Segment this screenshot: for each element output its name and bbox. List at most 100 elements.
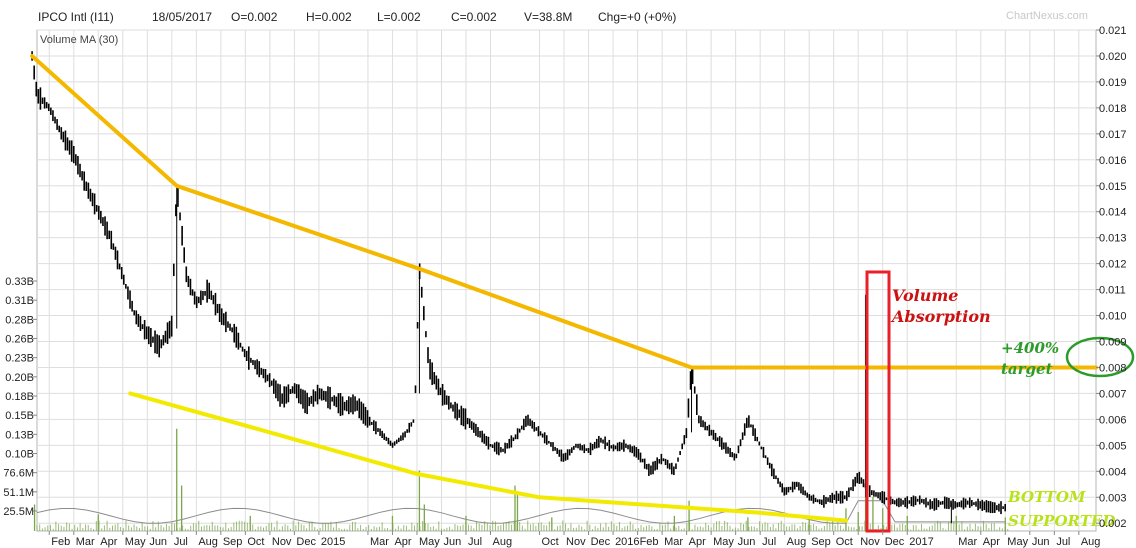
price-tick-label: 0.015: [1099, 181, 1127, 193]
volume-absorption-box: [865, 270, 891, 533]
time-tick-label: Apr: [100, 536, 117, 548]
bottom-supported-label: BOTTOM: [1007, 488, 1086, 506]
time-tick-label: Sep: [811, 536, 831, 548]
price-tick-label: 0.013: [1099, 233, 1127, 245]
time-axis: Feb Mar Apr May Jun Jul Aug Sep Oct Nov Dec 2015 Mar…: [48, 531, 1101, 548]
time-tick-label: Mar: [76, 536, 95, 548]
price-tick-label: 0.016: [1099, 155, 1127, 167]
time-tick-label: Mar: [958, 536, 977, 548]
time-tick-label: Apr: [689, 536, 706, 548]
time-tick-label: Oct: [247, 536, 264, 548]
indicator-label: Volume MA (30): [40, 34, 118, 46]
price-tick-label: 0.019: [1099, 77, 1127, 89]
volume-series: [33, 296, 1009, 531]
brand-watermark: ChartNexus.com: [1006, 10, 1088, 22]
volume-tick-label: 0.10B: [5, 449, 34, 461]
time-tick-label: Aug: [1081, 536, 1101, 548]
price-tick-label: 0.002: [1099, 518, 1127, 530]
time-tick-label: 2017: [909, 536, 933, 548]
time-tick-label: Apr: [394, 536, 411, 548]
volume-ma-line: [36, 500, 1006, 524]
price-tick-label: 0.014: [1099, 207, 1127, 219]
time-tick-label: Jun: [738, 536, 756, 548]
time-tick-label: Sep: [223, 536, 243, 548]
time-tick-label: Jun: [443, 536, 461, 548]
price-tick-label: 0.009: [1099, 337, 1127, 349]
time-tick-label: May: [1007, 536, 1028, 548]
price-tick-label: 0.021: [1099, 25, 1127, 37]
volume-label: V=38.8M: [524, 10, 573, 24]
symbol-label: IPCO Intl (I11): [38, 10, 114, 24]
time-tick-label: Oct: [542, 536, 559, 548]
change-label: Chg=+0 (+0%): [598, 10, 677, 24]
price-tick-label: 0.011: [1099, 285, 1126, 297]
time-tick-label: Jun: [1032, 536, 1050, 548]
time-tick-label: Dec: [296, 536, 316, 548]
price-tick-label: 0.004: [1099, 466, 1127, 478]
time-tick-label: Feb: [640, 536, 659, 548]
time-tick-label: Oct: [836, 536, 853, 548]
volume-tick-label: 0.23B: [5, 353, 34, 365]
quote-header: IPCO Intl (I11) 18/05/2017 O=0.002 H=0.0…: [0, 0, 1136, 30]
time-tick-label: May: [713, 536, 734, 548]
time-tick-label: Mar: [370, 536, 389, 548]
high-label: H=0.002: [306, 10, 352, 24]
target-label: target: [1001, 360, 1053, 378]
price-tick-label: 0.017: [1099, 129, 1127, 141]
volume-tick-label: 0.33B: [5, 276, 34, 288]
time-tick-label: Nov: [566, 536, 586, 548]
date-label: 18/05/2017: [152, 10, 213, 24]
price-tick-label: 0.010: [1099, 311, 1127, 323]
time-tick-label: Mar: [664, 536, 683, 548]
volume-tick-label: 0.13B: [5, 429, 34, 441]
time-tick-label: Jun: [149, 536, 167, 548]
low-label: L=0.002: [377, 10, 421, 24]
plot-area: [36, 29, 1097, 532]
volume-tick-label: 0.15B: [5, 410, 34, 422]
volume-ma-series: [36, 500, 1006, 524]
price-tick-label: 0.020: [1099, 51, 1127, 63]
price-tick-label: 0.008: [1099, 362, 1127, 374]
volume-axis: 0.33B 0.31B 0.28B 0.26B 0.23B 0.20B 0.18B 0.15B…: [3, 276, 37, 518]
time-tick-label: Dec: [591, 536, 611, 548]
time-tick-label: Aug: [493, 536, 513, 548]
price-tick-label: 0.005: [1099, 440, 1127, 452]
time-tick-label: 2015: [321, 536, 345, 548]
time-tick-label: Aug: [198, 536, 218, 548]
volume-absorption-label: Absorption: [890, 307, 991, 326]
time-tick-label: Jul: [468, 536, 482, 548]
price-tick-label: 0.007: [1099, 388, 1127, 400]
time-tick-label: 2016: [615, 536, 639, 548]
volume-tick-label: 0.18B: [5, 391, 34, 403]
support-trendline: [128, 391, 848, 523]
time-tick-label: Feb: [51, 536, 70, 548]
time-tick-label: Nov: [860, 536, 880, 548]
volume-tick-label: 0.28B: [5, 314, 34, 326]
open-label: O=0.002: [231, 10, 278, 24]
price-tick-label: 0.018: [1099, 103, 1127, 115]
annotations: Volume Absorption +400% target BOTTOM SUPPORT…: [865, 270, 1135, 533]
volume-tick-label: 0.20B: [5, 372, 34, 384]
time-tick-label: Jul: [174, 536, 188, 548]
price-axis: 0.021 0.020 0.019 0.018 0.017 0.016 0.015 0.014…: [1096, 25, 1127, 530]
volume-tick-label: 0.31B: [5, 295, 34, 307]
bottom-supported-label: SUPPORTED: [1008, 512, 1115, 530]
target-label: +400%: [1001, 339, 1059, 357]
volume-tick-label: 51.1M: [3, 487, 34, 499]
time-tick-label: May: [419, 536, 440, 548]
time-tick-label: Apr: [983, 536, 1000, 548]
trendlines: [30, 54, 1098, 523]
close-label: C=0.002: [451, 10, 497, 24]
price-tick-label: 0.006: [1099, 414, 1127, 426]
volume-tick-label: 76.6M: [3, 468, 34, 480]
price-tick-label: 0.012: [1099, 259, 1127, 271]
target-ellipse: [1065, 336, 1135, 378]
volume-tick-label: 25.5M: [3, 506, 34, 518]
price-tick-label: 0.003: [1099, 492, 1127, 504]
time-tick-label: Dec: [885, 536, 905, 548]
time-tick-label: Aug: [787, 536, 807, 548]
resistance-trendline: [30, 54, 1098, 370]
price-series: [31, 51, 1006, 524]
time-tick-label: May: [125, 536, 146, 548]
